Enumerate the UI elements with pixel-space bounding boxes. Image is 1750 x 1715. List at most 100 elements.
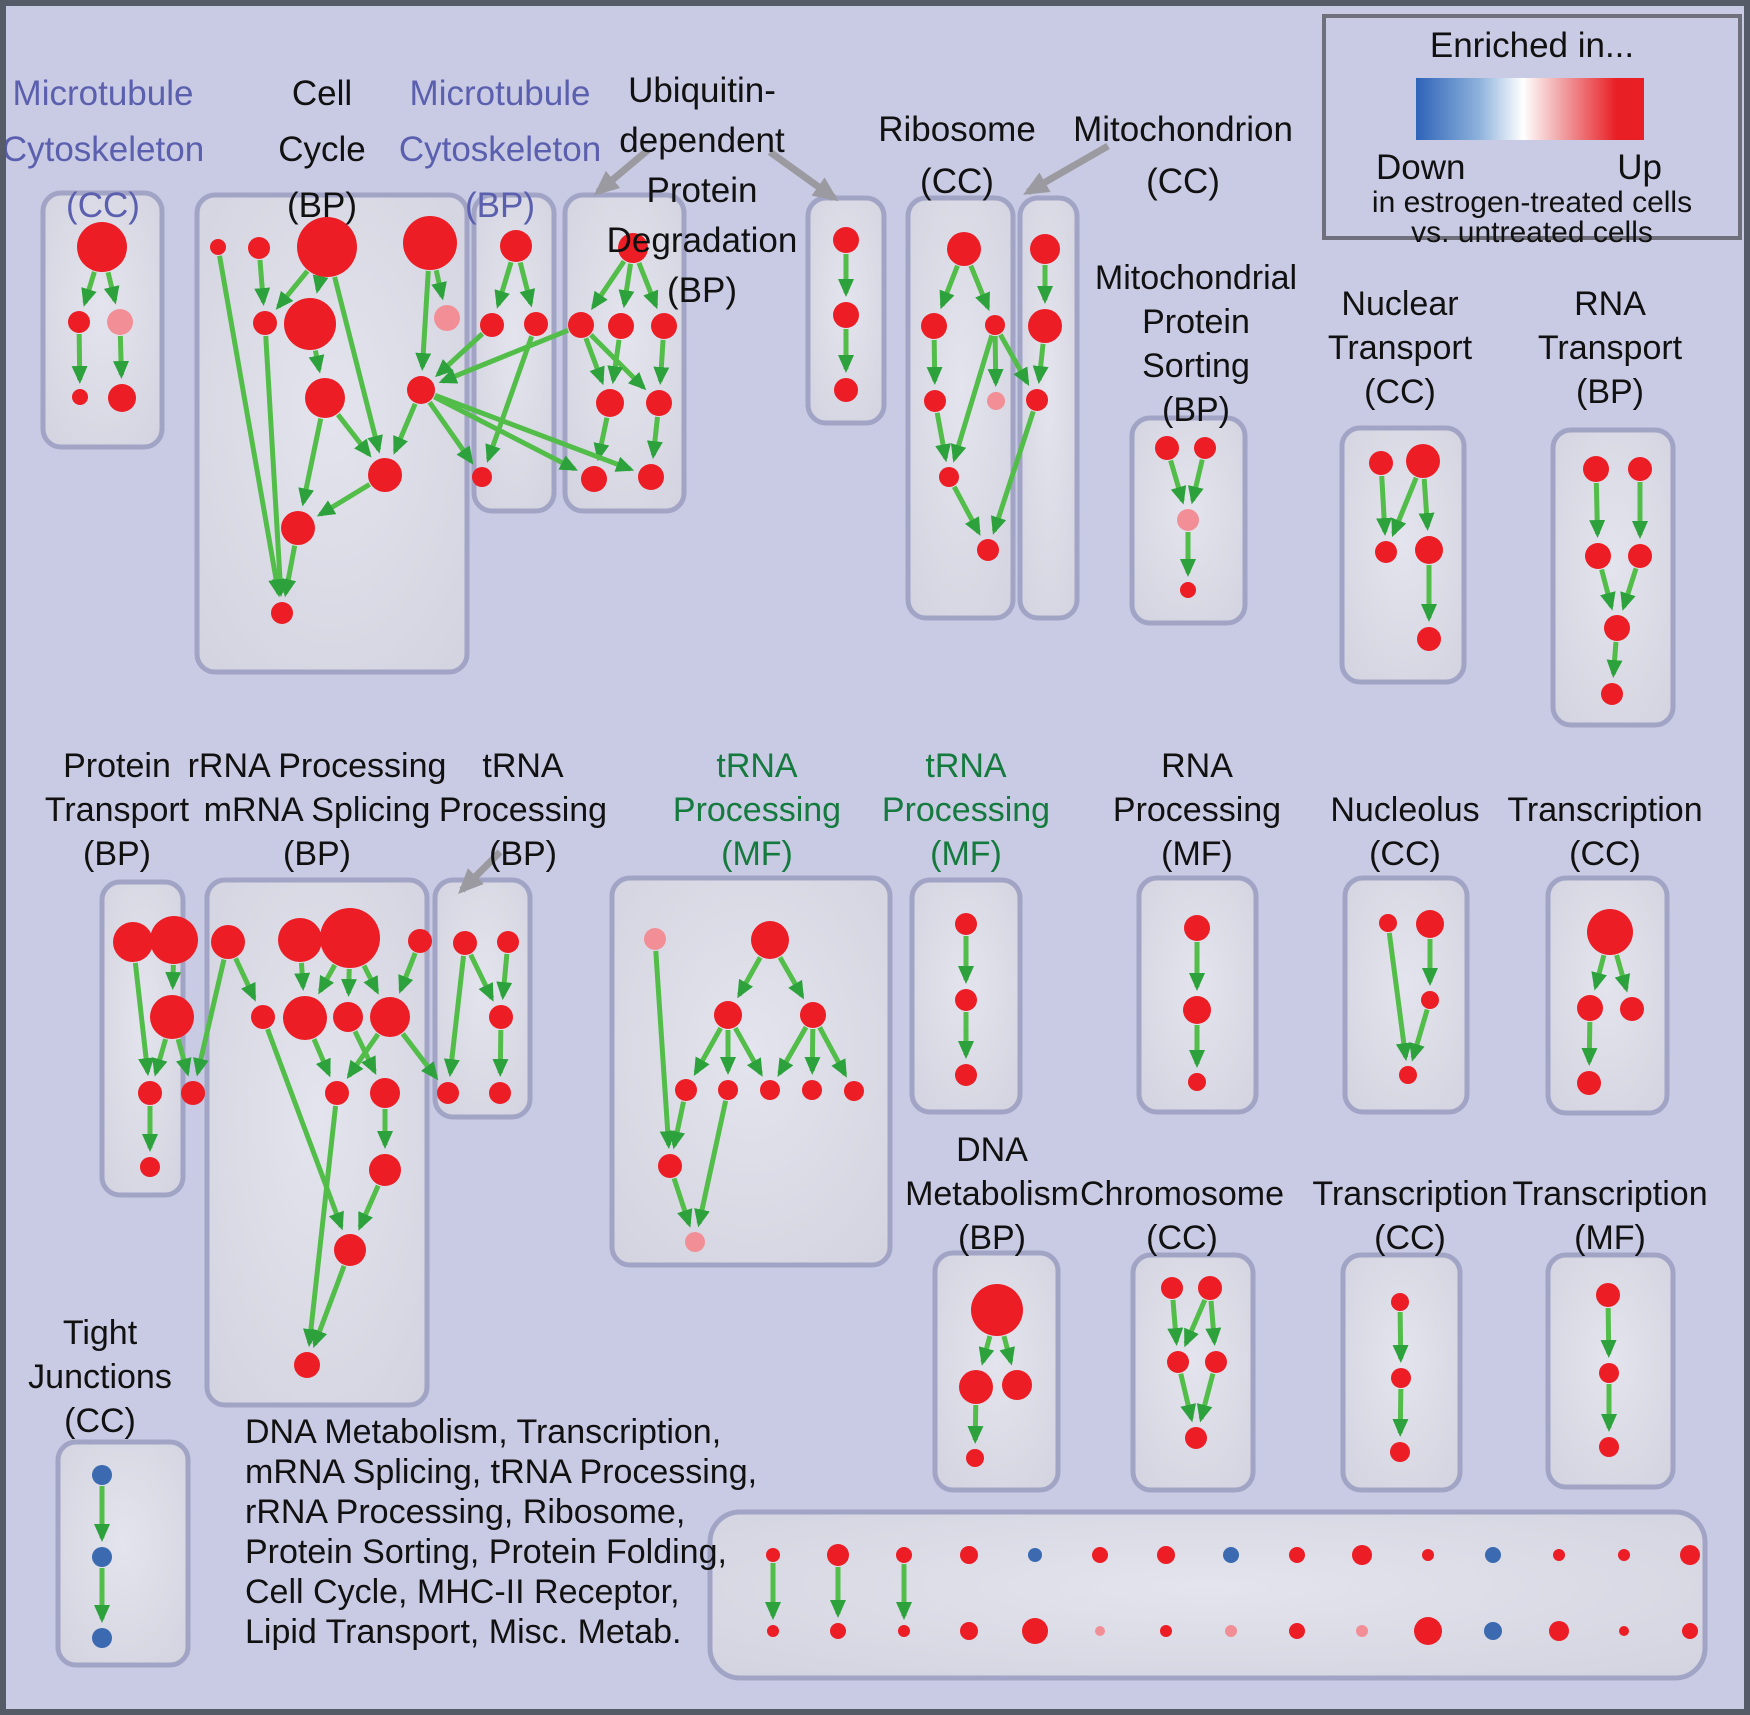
go-term-node bbox=[370, 1078, 400, 1108]
edge-arrow bbox=[431, 269, 447, 301]
go-term-node bbox=[1092, 1547, 1108, 1563]
go-term-node bbox=[1356, 1625, 1368, 1637]
go-term-node bbox=[113, 922, 153, 962]
go-term-node bbox=[1022, 1618, 1048, 1644]
edge-arrow bbox=[671, 1177, 693, 1228]
go-term-node bbox=[1416, 910, 1444, 938]
go-term-node bbox=[1155, 436, 1179, 460]
go-term-node bbox=[150, 995, 194, 1039]
go-term-node bbox=[1390, 1442, 1410, 1462]
go-term-node bbox=[844, 1081, 864, 1101]
legend-ends: Down Up bbox=[1326, 148, 1738, 188]
go-term-node bbox=[333, 1002, 363, 1032]
cluster-label-transcription-mf: Transcription (MF) bbox=[1512, 1175, 1708, 1257]
go-term-node bbox=[408, 929, 432, 953]
edge-arrow bbox=[737, 956, 763, 999]
go-term-node bbox=[896, 1547, 912, 1563]
edge-arrow bbox=[400, 1032, 439, 1081]
edge-arrow bbox=[1409, 1008, 1430, 1062]
edge-arrow bbox=[492, 1029, 509, 1078]
legend-gradient-bar bbox=[1416, 78, 1644, 140]
go-term-node bbox=[368, 458, 402, 492]
cluster-label-ribosome-cc: Ribosome (CC) bbox=[878, 110, 1036, 201]
edge-arrow bbox=[694, 1100, 729, 1228]
go-term-node bbox=[325, 1081, 349, 1105]
go-term-node bbox=[1628, 457, 1652, 481]
go-term-node bbox=[334, 1234, 366, 1266]
edge-arrow bbox=[950, 334, 995, 463]
go-term-node bbox=[305, 378, 345, 418]
go-term-node bbox=[800, 1002, 826, 1028]
go-term-node bbox=[1587, 909, 1633, 955]
go-term-node bbox=[489, 1005, 513, 1029]
edge-arrow bbox=[1376, 475, 1393, 537]
cluster-box-nucTrans bbox=[1339, 425, 1467, 685]
edge-arrow bbox=[777, 956, 805, 1000]
go-term-node bbox=[278, 918, 322, 962]
go-term-node bbox=[497, 931, 519, 953]
legend-caption-1: in estrogen-treated cells bbox=[1371, 186, 1693, 219]
cluster-box-mito bbox=[1017, 195, 1080, 621]
legend-caption-2: vs. untreated cells bbox=[1411, 216, 1653, 249]
go-term-node bbox=[760, 1080, 780, 1100]
edge-arrow bbox=[978, 1335, 995, 1366]
nodes-layer bbox=[68, 216, 1700, 1648]
go-term-node bbox=[1369, 451, 1393, 475]
go-term-node bbox=[714, 1001, 742, 1029]
go-term-node bbox=[524, 312, 548, 336]
go-term-node bbox=[500, 230, 532, 262]
edges-layer bbox=[71, 254, 1649, 1624]
go-term-node bbox=[1485, 1547, 1501, 1563]
edge-arrow bbox=[591, 259, 627, 311]
cluster-label-microtubule-cytoskeleton-bp: Microtubule Cytoskeleton (BP) bbox=[398, 74, 602, 225]
go-term-node bbox=[1549, 1621, 1569, 1641]
go-term-node bbox=[294, 1352, 320, 1378]
edge-arrow bbox=[193, 958, 227, 1077]
edge-arrow bbox=[1386, 932, 1412, 1062]
go-term-node bbox=[437, 1082, 459, 1104]
edge-arrow bbox=[1392, 1388, 1409, 1438]
go-term-node bbox=[644, 928, 666, 950]
edge-arrow bbox=[302, 1105, 339, 1348]
edge-arrow bbox=[438, 327, 569, 384]
go-term-node bbox=[92, 1465, 112, 1485]
go-term-node bbox=[767, 1625, 779, 1637]
edge-arrow bbox=[1600, 1307, 1617, 1359]
edge-arrow bbox=[1168, 459, 1187, 505]
cluster-label-protein-transport-bp: Protein Transport (BP) bbox=[44, 747, 190, 873]
label-pointer-arrow bbox=[458, 849, 503, 894]
go-term-node bbox=[251, 1005, 275, 1029]
go-term-node bbox=[959, 1370, 993, 1404]
go-term-node bbox=[211, 925, 245, 959]
edge-arrow bbox=[468, 953, 495, 1002]
legend-down-label: Down bbox=[1376, 148, 1466, 187]
edge-arrow bbox=[312, 274, 329, 294]
go-term-node bbox=[1167, 1351, 1189, 1373]
go-term-node bbox=[955, 989, 977, 1011]
edge-arrow bbox=[1032, 343, 1049, 385]
go-term-node bbox=[971, 1284, 1023, 1336]
go-term-node bbox=[284, 298, 336, 350]
edge-arrow bbox=[485, 335, 535, 463]
cluster-label-chromosome-cc: Chromosome (CC) bbox=[1079, 1175, 1285, 1257]
edge-arrow bbox=[1205, 1300, 1222, 1347]
cluster-box-trnaBP bbox=[432, 877, 533, 1120]
go-term-node bbox=[658, 1154, 682, 1178]
cluster-label-trna-processing-mf-1: tRNA Processing (MF) bbox=[672, 747, 842, 873]
cluster-label-transcription-cc-btm: Transcription (CC) bbox=[1312, 1175, 1508, 1257]
cluster-label-nuclear-transport-cc: Nuclear Transport (CC) bbox=[1327, 285, 1473, 411]
edge-arrow bbox=[312, 1265, 347, 1349]
go-term-node bbox=[107, 309, 133, 335]
edge-arrow bbox=[990, 410, 1036, 535]
edge-arrow bbox=[316, 482, 371, 517]
cluster-label-cell-cycle-bp: Cell Cycle (BP) bbox=[278, 74, 366, 225]
edge-arrow bbox=[1178, 1373, 1196, 1423]
go-term-node bbox=[1185, 1427, 1207, 1449]
go-term-node bbox=[833, 227, 859, 253]
go-term-node bbox=[966, 1449, 984, 1467]
go-term-node bbox=[407, 376, 435, 404]
edge-arrow bbox=[777, 1025, 809, 1077]
go-term-node bbox=[283, 996, 327, 1040]
go-term-node bbox=[1194, 437, 1216, 459]
